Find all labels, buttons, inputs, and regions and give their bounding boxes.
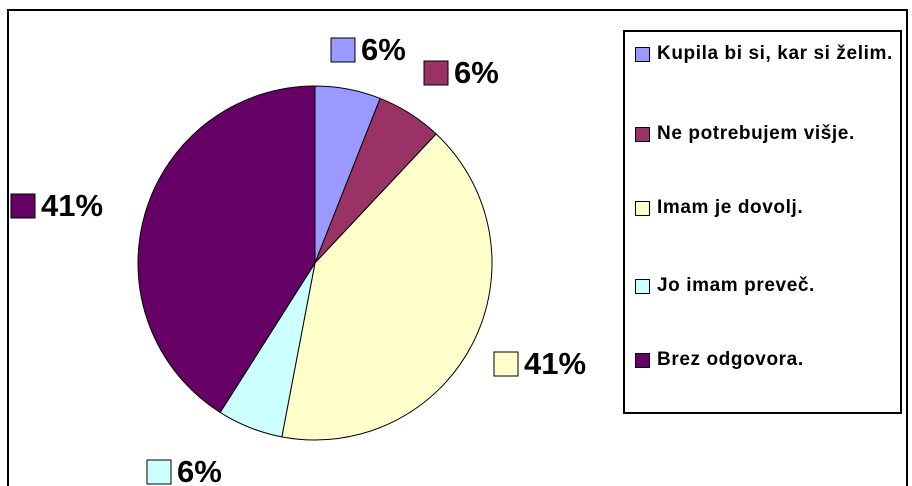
- legend-label: Kupila bi si, kar si želim.: [657, 43, 893, 64]
- data-label: 6%: [177, 454, 222, 486]
- label-swatch: [493, 351, 519, 377]
- label-swatch: [423, 60, 449, 86]
- legend-label: Imam je dovolj.: [657, 197, 804, 218]
- legend-label: Ne potrebujem višje.: [657, 123, 855, 144]
- legend: Kupila bi si, kar si želim. Ne potrebujem…: [623, 30, 902, 414]
- legend-label: Jo imam preveč.: [657, 275, 815, 296]
- legend-label: Brez odgovora.: [657, 349, 804, 370]
- data-label: 6%: [361, 32, 406, 67]
- label-swatch: [10, 193, 36, 219]
- legend-swatch: [635, 279, 650, 294]
- data-label: 6%: [454, 55, 499, 90]
- label-swatch: [146, 459, 172, 485]
- data-label: 41%: [524, 346, 586, 381]
- chart-frame: [7, 9, 908, 486]
- pie-slice: [137, 85, 316, 414]
- legend-swatch: [635, 353, 650, 368]
- legend-swatch: [635, 201, 650, 216]
- data-label: 41%: [41, 188, 103, 223]
- legend-swatch: [635, 127, 650, 142]
- pie-slice: [281, 133, 493, 441]
- legend-swatch: [635, 47, 650, 62]
- label-swatch: [330, 37, 356, 63]
